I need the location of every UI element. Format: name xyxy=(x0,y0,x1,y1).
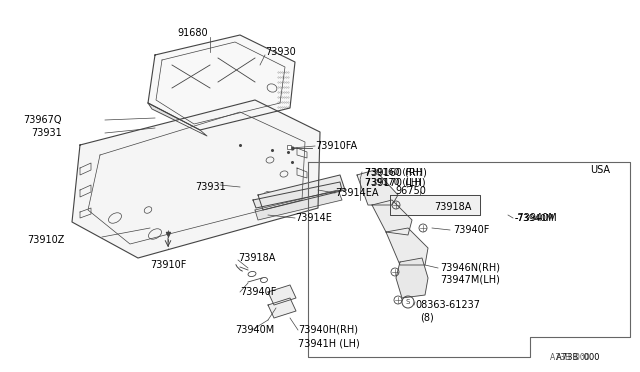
Polygon shape xyxy=(148,35,295,130)
Text: -73940M: -73940M xyxy=(515,214,555,222)
Text: -73940M: -73940M xyxy=(515,213,557,223)
Text: 08363-61237: 08363-61237 xyxy=(415,300,480,310)
Text: A73B :000: A73B :000 xyxy=(550,353,590,362)
Text: 73940F: 73940F xyxy=(453,225,490,235)
Text: 739170 (LH): 739170 (LH) xyxy=(365,177,421,186)
Polygon shape xyxy=(268,298,296,318)
Text: 739170 (LH): 739170 (LH) xyxy=(365,177,426,187)
Text: 73946N(RH): 73946N(RH) xyxy=(440,263,500,273)
Text: USA: USA xyxy=(590,165,610,175)
Text: 73940M: 73940M xyxy=(235,325,275,335)
Text: 73910F: 73910F xyxy=(150,260,186,270)
Polygon shape xyxy=(255,190,342,220)
Polygon shape xyxy=(396,258,428,298)
Polygon shape xyxy=(148,103,207,136)
Polygon shape xyxy=(72,100,320,258)
Polygon shape xyxy=(390,195,480,215)
Text: 73930: 73930 xyxy=(265,47,296,57)
Polygon shape xyxy=(268,285,296,305)
Polygon shape xyxy=(258,175,345,210)
Text: 96750: 96750 xyxy=(395,186,426,196)
Text: 73910FA: 73910FA xyxy=(315,141,357,151)
Text: 739160 (RH): 739160 (RH) xyxy=(365,167,427,177)
Text: 73914E: 73914E xyxy=(295,213,332,223)
Polygon shape xyxy=(372,200,412,235)
Text: 73918A: 73918A xyxy=(434,202,472,212)
Text: 739160 (RH): 739160 (RH) xyxy=(365,167,422,176)
Text: 73931: 73931 xyxy=(31,128,62,138)
Text: 73967Q: 73967Q xyxy=(24,115,62,125)
Text: 73947M(LH): 73947M(LH) xyxy=(440,275,500,285)
Text: 73931: 73931 xyxy=(195,182,226,192)
Text: A73B :000: A73B :000 xyxy=(557,353,600,362)
Text: 73940H(RH): 73940H(RH) xyxy=(298,325,358,335)
Text: 73910Z: 73910Z xyxy=(28,235,65,245)
Text: 73940F: 73940F xyxy=(240,287,276,297)
Text: S: S xyxy=(406,299,410,305)
Text: 73914EA: 73914EA xyxy=(335,188,378,198)
Text: (8): (8) xyxy=(420,312,434,322)
Text: 73941H (LH): 73941H (LH) xyxy=(298,338,360,348)
Polygon shape xyxy=(253,182,342,208)
Text: 91680: 91680 xyxy=(178,28,208,38)
Polygon shape xyxy=(357,170,398,205)
Text: 73918A: 73918A xyxy=(238,253,275,263)
Polygon shape xyxy=(386,228,428,265)
